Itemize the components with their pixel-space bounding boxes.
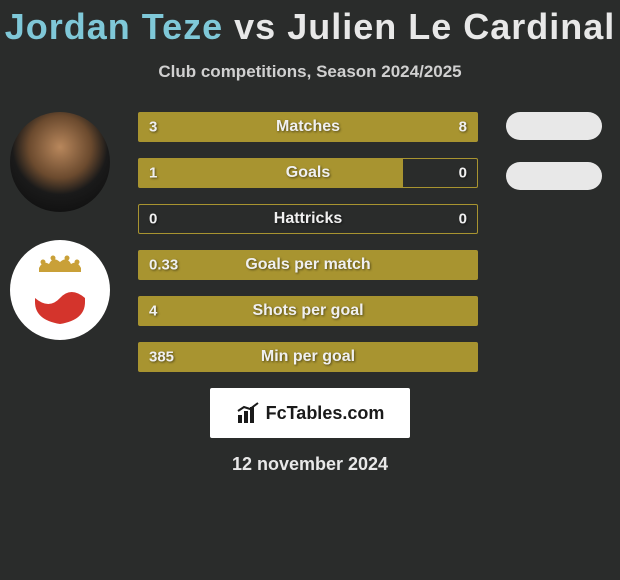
stat-row: 0.33 Goals per match	[138, 250, 478, 280]
stat-row: 385 Min per goal	[138, 342, 478, 372]
bar-fill-right	[230, 113, 477, 141]
stat-value-left: 385	[149, 349, 174, 366]
stat-label: Goals	[286, 164, 330, 182]
club-logo-icon	[29, 254, 91, 326]
stat-label: Matches	[276, 118, 340, 136]
content-area: 3 8 Matches 1 0 Goals 0 0 Hattricks 0.33 Goals per…	[0, 112, 620, 372]
stat-value-right: 8	[459, 119, 467, 136]
pill-1	[506, 112, 602, 140]
stat-row: 0 0 Hattricks	[138, 204, 478, 234]
stat-value-left: 0.33	[149, 257, 178, 274]
club-badge	[10, 240, 110, 340]
stat-label: Min per goal	[261, 348, 355, 366]
footer-date: 12 november 2024	[0, 454, 620, 475]
stat-row: 1 0 Goals	[138, 158, 478, 188]
subtitle: Club competitions, Season 2024/2025	[0, 62, 620, 82]
right-pill-column	[506, 112, 602, 212]
stat-label: Shots per goal	[252, 302, 363, 320]
brand-text: FcTables.com	[266, 403, 385, 424]
pill-2	[506, 162, 602, 190]
title-player2: Julien Le Cardinal	[287, 6, 615, 47]
chart-icon	[236, 401, 260, 425]
stat-value-right: 0	[459, 165, 467, 182]
brand-badge: FcTables.com	[210, 388, 410, 438]
title-player1: Jordan Teze	[5, 6, 223, 47]
stat-value-left: 3	[149, 119, 157, 136]
stat-row: 4 Shots per goal	[138, 296, 478, 326]
title-vs: vs	[234, 6, 276, 47]
stat-value-left: 4	[149, 303, 157, 320]
stat-value-right: 0	[459, 211, 467, 228]
player-avatar	[10, 112, 110, 212]
stat-bars: 3 8 Matches 1 0 Goals 0 0 Hattricks 0.33 Goals per…	[138, 112, 478, 372]
stat-label: Hattricks	[274, 210, 342, 228]
stat-value-left: 0	[149, 211, 157, 228]
avatar-column	[10, 112, 110, 368]
stat-value-left: 1	[149, 165, 157, 182]
bar-fill-left	[139, 159, 403, 187]
page-title: Jordan Teze vs Julien Le Cardinal	[0, 0, 620, 48]
stat-row: 3 8 Matches	[138, 112, 478, 142]
stat-label: Goals per match	[245, 256, 370, 274]
